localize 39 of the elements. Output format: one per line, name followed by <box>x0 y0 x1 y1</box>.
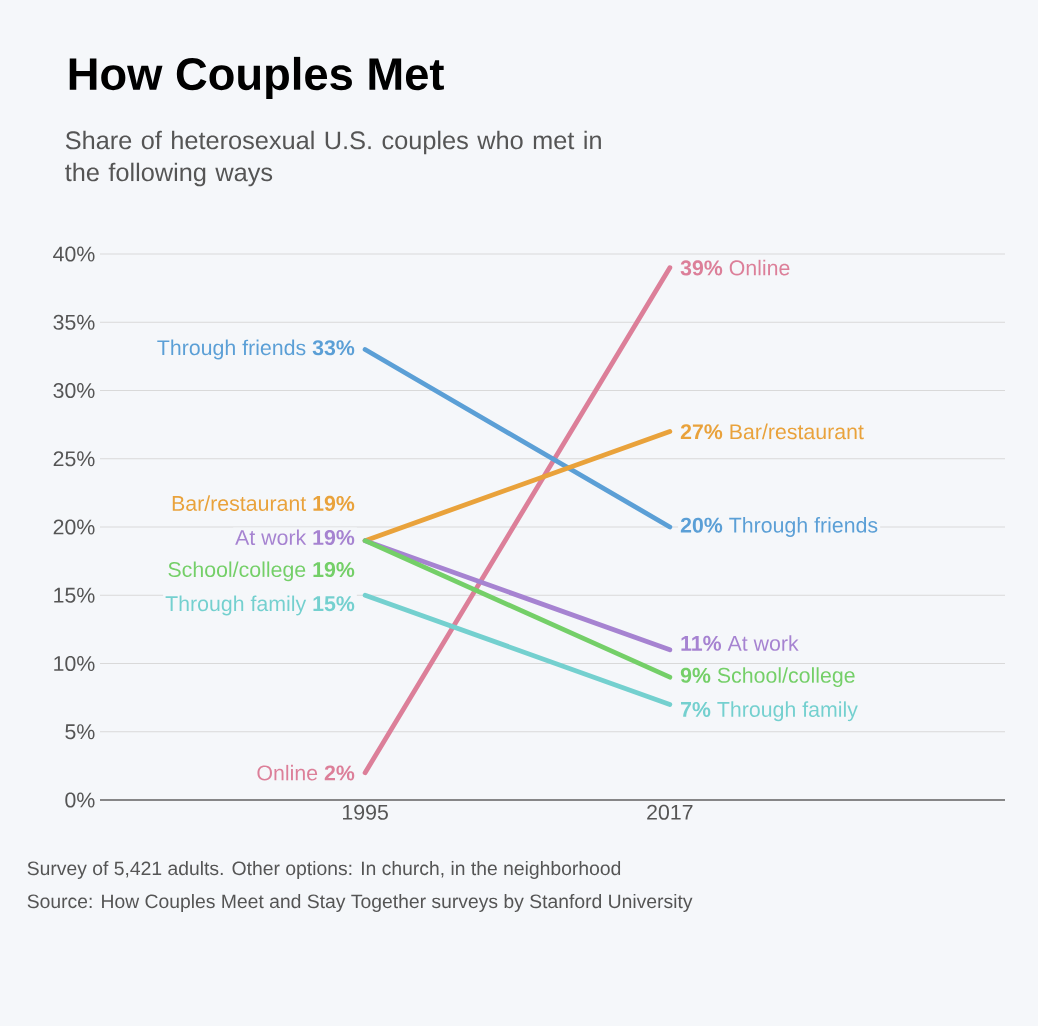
chart-title: How Couples Met <box>69 56 444 100</box>
text: At work <box>235 529 307 546</box>
data-label: 2% <box>324 765 355 781</box>
y-tick-label: 30% <box>53 382 95 399</box>
text: Bar/restaurant <box>730 423 864 440</box>
data-label: 27% <box>680 424 723 440</box>
y-tick-label: 25% <box>53 451 95 467</box>
data-label: 19% <box>313 529 355 546</box>
data-label: 15% <box>313 596 355 612</box>
text: Through friends <box>157 339 306 360</box>
text: Bar/restaurant <box>172 495 307 511</box>
source-note: Source: How Couples Meet and Stay Together surveys by Stanford University <box>27 893 693 913</box>
y-tick-label: 0% <box>65 792 95 808</box>
text: At work <box>727 635 799 651</box>
y-tick-label: 10% <box>54 655 95 672</box>
text: Through family <box>165 595 307 616</box>
data-label: 7% <box>681 701 711 717</box>
text: Online <box>257 764 318 781</box>
text: School/college <box>717 667 855 688</box>
y-tick-label: 35% <box>53 314 95 330</box>
chart-subtitle: Share of heterosexual U.S. couples who met in the following ways <box>65 130 601 187</box>
data-label: 11% <box>681 635 722 651</box>
text: Survey of 5,421 adults. Other options: In church, in the neighborhood <box>27 860 621 880</box>
data-label: 39% <box>680 260 723 276</box>
x-tick-label: 2017 <box>647 804 693 820</box>
y-tick-label: 20% <box>53 519 95 535</box>
y-tick-label: 5% <box>65 724 95 740</box>
data-label: 20% <box>680 517 723 533</box>
text: Through family <box>717 701 858 722</box>
data-label: 19% <box>313 561 355 578</box>
data-label: 33% <box>312 340 355 356</box>
data-label: 9% <box>680 667 711 683</box>
text: School/college <box>168 561 306 582</box>
y-tick-label: 15% <box>54 587 95 603</box>
x-tick-label: 1995 <box>343 804 388 820</box>
y-tick-label: 40% <box>53 246 95 262</box>
text: Through friends <box>729 517 878 537</box>
data-label: 19% <box>313 495 355 511</box>
text: Online <box>729 259 790 276</box>
